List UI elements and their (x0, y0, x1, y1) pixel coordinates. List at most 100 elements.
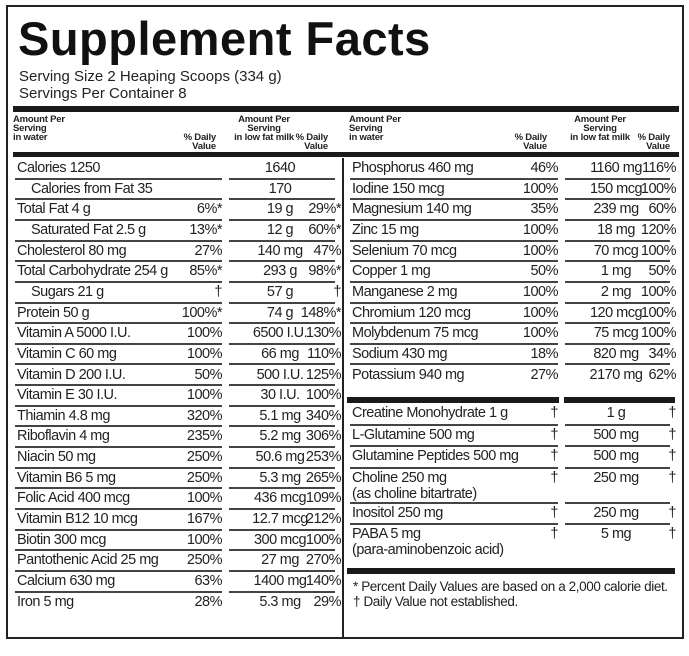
nutrient-name: Pantothenic Acid 25 mg (17, 552, 159, 569)
column-header-line: Amount Per (13, 114, 65, 125)
daily-value-water: † (550, 448, 558, 464)
nutrient-name: Chromium 120 mcg (352, 304, 471, 321)
daily-value-milk: 148%* (300, 304, 342, 321)
amount-milk: 5.3 mg (259, 593, 301, 610)
daily-value-water: † (550, 426, 558, 443)
daily-value-milk: 50% (648, 263, 676, 280)
daily-value-milk: 340% (305, 407, 342, 424)
daily-value-water: † (550, 526, 558, 542)
nutrient-row: Thiamin 4.8 mg 320% 5.1 mg 340% (13, 407, 343, 428)
amount-milk: 74 g (266, 304, 294, 321)
daily-value-milk: 100% (640, 283, 677, 300)
amount-milk: 50.6 mg (255, 449, 305, 466)
row-divider (15, 342, 222, 345)
row-divider (15, 363, 222, 366)
nutrient-row: Calcium 630 mg 63% 1400 mg 140% (13, 572, 343, 593)
column-header-line: Amount Per (574, 114, 626, 125)
column-header: Amount Per Serving in low fat milk (560, 114, 640, 143)
daily-value-milk: 306% (305, 428, 342, 445)
nutrient-row: Vitamin D 200 I.U. 50% 500 I.U. 125% (13, 366, 343, 387)
row-divider (229, 260, 335, 263)
amount-milk: 5.2 mg (259, 428, 301, 445)
daily-value-milk: 60%* (308, 221, 341, 238)
daily-value-water: † (550, 469, 558, 486)
amount-milk: 239 mg (593, 201, 639, 218)
row-divider (350, 301, 558, 304)
daily-value-milk: † (668, 504, 676, 521)
daily-value-milk: † (333, 283, 341, 300)
row-divider (350, 218, 558, 221)
daily-value-milk: 29% (313, 593, 341, 610)
row-divider (229, 384, 335, 387)
daily-value-milk: 265% (305, 469, 342, 486)
nutrient-name: Vitamin D 200 I.U. (17, 366, 126, 383)
column-header-line: % Daily (514, 132, 548, 143)
column-header-line: Amount Per (238, 114, 290, 125)
daily-value-water: 100% (522, 180, 559, 197)
column-header: % Daily Value (278, 133, 329, 152)
daily-value-water: 250% (186, 449, 223, 466)
row-divider (565, 301, 670, 304)
daily-value-milk: 29%* (308, 201, 341, 218)
daily-value-water: 235% (186, 428, 223, 445)
nutrient-name: Manganese 2 mg (352, 283, 458, 300)
row-divider (15, 404, 222, 407)
column-header-line: Serving (247, 123, 281, 134)
daily-value-water: 18% (530, 345, 558, 362)
row-divider (15, 569, 222, 572)
row-divider (229, 466, 335, 469)
amount-milk: 5 mg (600, 526, 632, 542)
nutrient-name: Thiamin 4.8 mg (17, 407, 110, 424)
daily-value-milk: 116% (641, 160, 677, 176)
nutrient-row: Vitamin E 30 I.U. 100% 30 I.U. 100% (13, 386, 343, 407)
nutrient-name: Selenium 70 mcg (352, 242, 457, 259)
daily-value-water: 27% (530, 366, 558, 383)
daily-value-milk: 100% (305, 387, 342, 404)
nutrient-row: Potassium 940 mg 27% 2170 mg 62% (348, 366, 678, 387)
daily-value-milk: 100% (640, 325, 677, 342)
nutrient-name: Calcium 630 mg (17, 573, 115, 589)
daily-value-milk: 100% (640, 180, 677, 197)
row-divider (229, 198, 335, 201)
nutrient-name: Molybdenum 75 mcg (352, 325, 479, 342)
daily-value-milk: 140% (305, 573, 342, 589)
nutrient-row: Iodine 150 mcg 100% 150 mcg 100% (348, 180, 678, 201)
nutrient-name: PABA 5 mg (352, 526, 421, 542)
amount-milk: 300 mcg (253, 531, 307, 548)
row-divider (15, 218, 222, 221)
divider-bar (13, 152, 679, 157)
nutrient-name: Vitamin A 5000 I.U. (17, 325, 131, 342)
amount-milk: 1 g (606, 405, 626, 421)
daily-value-water: 100% (522, 242, 559, 259)
row-divider (565, 445, 670, 447)
daily-value-water: 100% (522, 283, 559, 300)
daily-value-milk: 125% (305, 366, 342, 383)
amount-milk: 18 mg (597, 221, 635, 238)
nutrient-row: Vitamin B6 5 mg 250% 5.3 mg 265% (13, 469, 343, 490)
nutrient-name: Zinc 15 mg (352, 221, 419, 238)
nutrient-name: Sodium 430 mg (352, 345, 448, 362)
amount-milk: 250 mg (593, 504, 639, 521)
row-divider (15, 384, 222, 387)
row-divider (565, 342, 670, 345)
daily-value-milk: 100% (640, 242, 677, 259)
amount-milk: 1640 (264, 160, 296, 176)
daily-value-water: 6%* (196, 201, 223, 218)
nutrient-row: Riboflavin 4 mg 235% 5.2 mg 306% (13, 427, 343, 449)
nutrient-row: Sodium 430 mg 18% 820 mg 34% (348, 345, 678, 366)
row-divider (350, 445, 558, 447)
nutrient-row: Creatine Monohydrate 1 g † 1 g † (348, 404, 678, 426)
amount-milk: 66 mg (261, 345, 299, 362)
row-divider (15, 177, 222, 180)
daily-value-water: 100% (186, 387, 223, 404)
row-divider (229, 446, 335, 449)
amount-milk: 2170 mg (589, 366, 643, 383)
daily-value-water: † (550, 405, 558, 421)
row-divider (229, 590, 335, 593)
row-divider (565, 363, 670, 366)
footnote-not-established: † Daily Value not established. (353, 594, 518, 609)
row-divider (350, 280, 558, 283)
footnote-daily-values: * Percent Daily Values are based on a 2,… (353, 579, 668, 594)
column-header-line: Value (646, 141, 670, 152)
daily-value-water: 85%* (189, 263, 222, 280)
